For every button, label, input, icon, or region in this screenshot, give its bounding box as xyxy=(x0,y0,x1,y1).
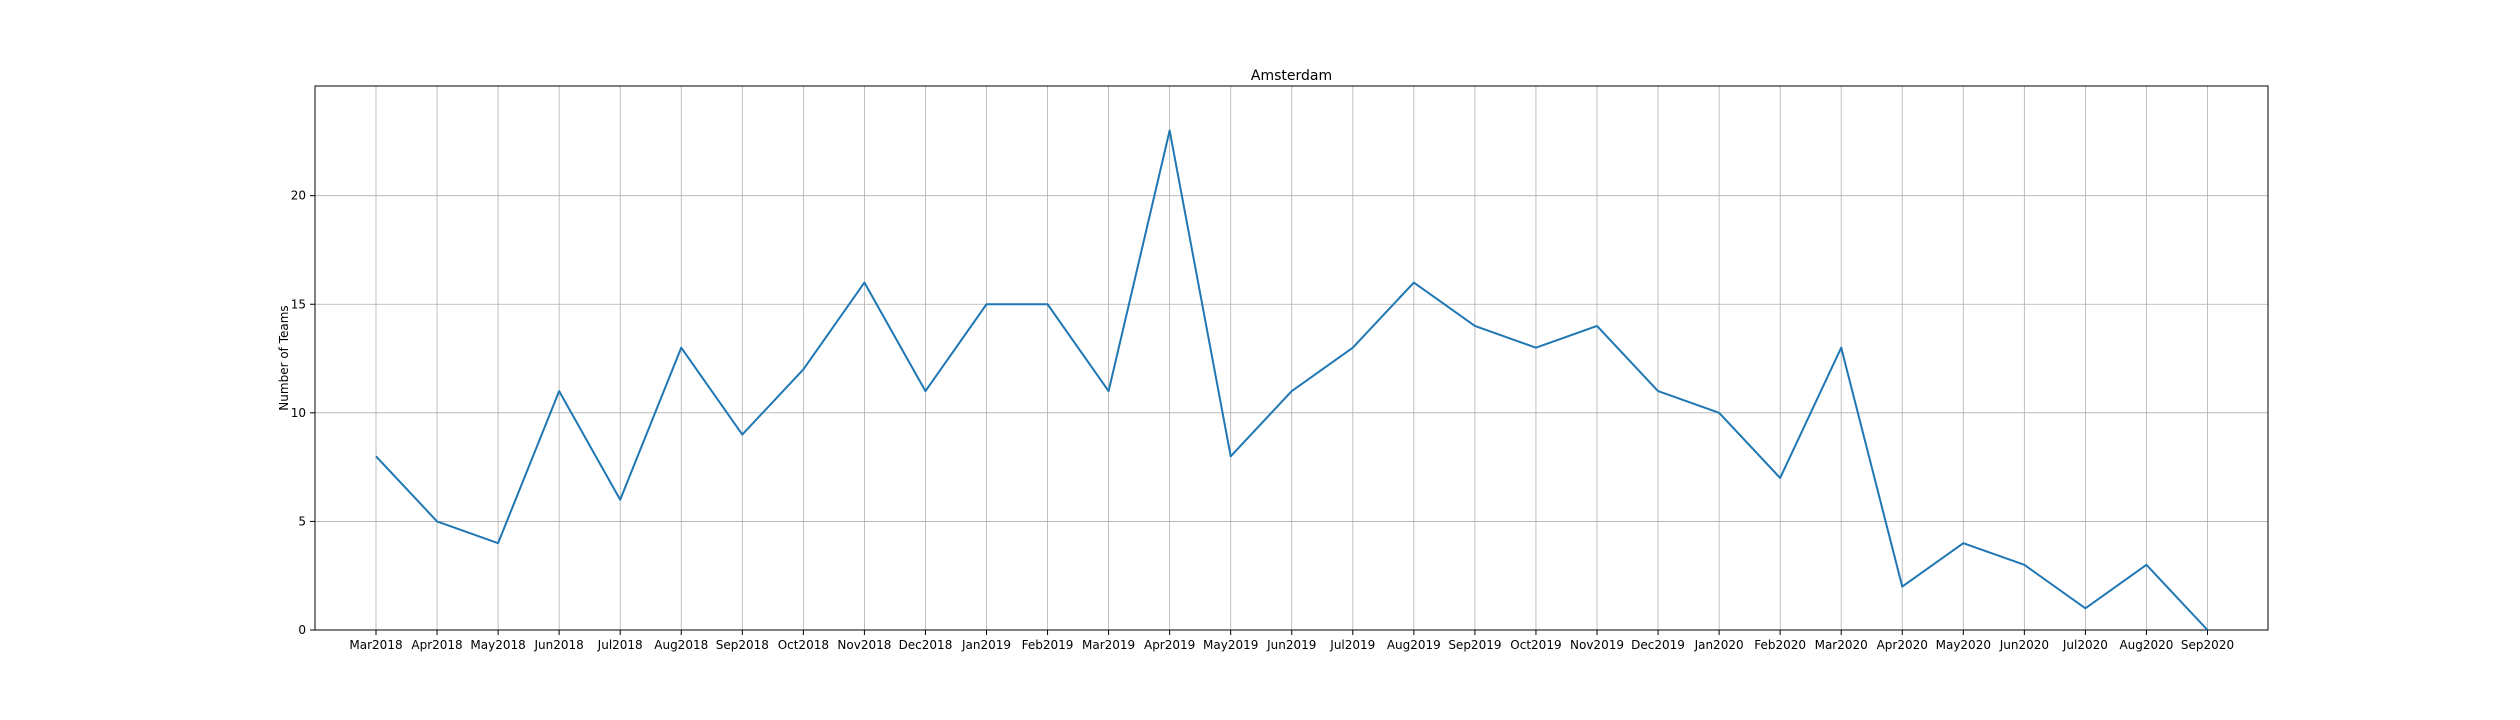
x-tick-label: Nov2018 xyxy=(837,638,891,652)
y-tick-label: 10 xyxy=(291,406,306,420)
y-tick-label: 0 xyxy=(298,623,306,637)
series-line xyxy=(375,129,2209,631)
x-tick-label: Mar2019 xyxy=(1082,638,1135,652)
x-tick-label: Sep2019 xyxy=(1448,638,1501,652)
y-tick-label: 20 xyxy=(291,189,306,203)
x-tick-label: Jul2020 xyxy=(2062,638,2108,652)
x-tick-label: Nov2019 xyxy=(1570,638,1624,652)
x-tick-label: Oct2018 xyxy=(778,638,829,652)
x-tick-label: Jul2019 xyxy=(1329,638,1375,652)
x-tick-label: Aug2019 xyxy=(1387,638,1441,652)
x-tick-label: Aug2020 xyxy=(2119,638,2173,652)
x-tick-label: Jan2019 xyxy=(961,638,1011,652)
x-tick-label: Dec2019 xyxy=(1631,638,1685,652)
y-tick-label: 5 xyxy=(298,514,306,528)
x-tick-label: Jun2018 xyxy=(534,638,584,652)
x-tick-label: Sep2018 xyxy=(716,638,769,652)
x-tick-label: Mar2018 xyxy=(349,638,402,652)
x-tick-label: Apr2019 xyxy=(1144,638,1195,652)
x-tick-label: Oct2019 xyxy=(1510,638,1561,652)
x-tick-label: Apr2018 xyxy=(411,638,462,652)
x-tick-label: Dec2018 xyxy=(899,638,953,652)
x-tick-label: Jun2019 xyxy=(1266,638,1316,652)
x-tick-label: Jul2018 xyxy=(597,638,643,652)
x-tick-label: Aug2018 xyxy=(654,638,708,652)
x-tick-label: Feb2020 xyxy=(1754,638,1806,652)
y-axis-title: Number of Teams xyxy=(277,305,291,410)
x-tick-label: May2020 xyxy=(1936,638,1991,652)
y-tick-label: 15 xyxy=(291,297,306,311)
x-tick-label: Jan2020 xyxy=(1694,638,1744,652)
x-tick-label: Feb2019 xyxy=(1022,638,1074,652)
axis-ticks: Mar2018 Apr2018 May2018 Jun2018 Jul2018 Aug20… xyxy=(291,189,2234,652)
x-tick-label: Sep2020 xyxy=(2181,638,2234,652)
grid-lines xyxy=(315,86,2268,631)
chart-title: Amsterdam xyxy=(1251,68,1332,84)
x-tick-label: Mar2020 xyxy=(1815,638,1868,652)
x-tick-label: Apr2020 xyxy=(1877,638,1928,652)
x-tick-label: May2018 xyxy=(470,638,525,652)
x-tick-label: Jun2020 xyxy=(1999,638,2049,652)
x-tick-label: May2019 xyxy=(1203,638,1258,652)
